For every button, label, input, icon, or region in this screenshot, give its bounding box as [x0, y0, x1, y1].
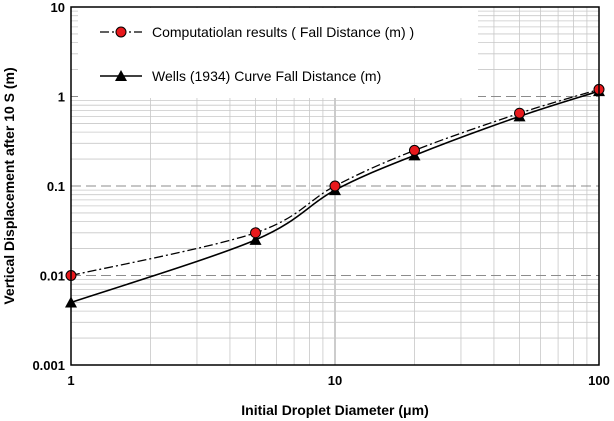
y-tick-label: 1: [58, 90, 65, 105]
y-tick-label: 0.1: [47, 179, 65, 194]
y-tick-label: 0.001: [32, 358, 65, 373]
x-tick-labels: 1 10 100: [67, 373, 609, 388]
data-point-circle: [329, 180, 341, 192]
legend-box: [78, 8, 478, 98]
y-tick-label: 0.01: [40, 269, 65, 284]
data-point-circle: [408, 144, 420, 156]
x-tick-label: 100: [588, 373, 610, 388]
plot-frame: [70, 6, 600, 366]
data-point-circle: [250, 227, 262, 239]
x-axis-label: Initial Droplet Diameter (μm): [241, 402, 428, 418]
x-tick-label: 10: [328, 373, 342, 388]
x-tick-label: 1: [67, 373, 74, 388]
y-axis-label: Vertical Displacement after 10 S (m): [1, 67, 17, 304]
legend-label-computational: Computatiolan results ( Fall Distance (m…: [152, 24, 414, 40]
legend-marker-circle: [115, 26, 127, 38]
legend-label-wells: Wells (1934) Curve Fall Distance (m): [152, 68, 381, 84]
legend-marker-triangle: [115, 70, 127, 81]
data-point-circle: [514, 107, 526, 119]
y-tick-labels: 0.001 0.01 0.1 1 10: [32, 0, 65, 373]
y-tick-label: 10: [51, 0, 65, 15]
data-point-triangle: [249, 233, 262, 245]
legend: Computatiolan results ( Fall Distance (m…: [100, 24, 414, 84]
